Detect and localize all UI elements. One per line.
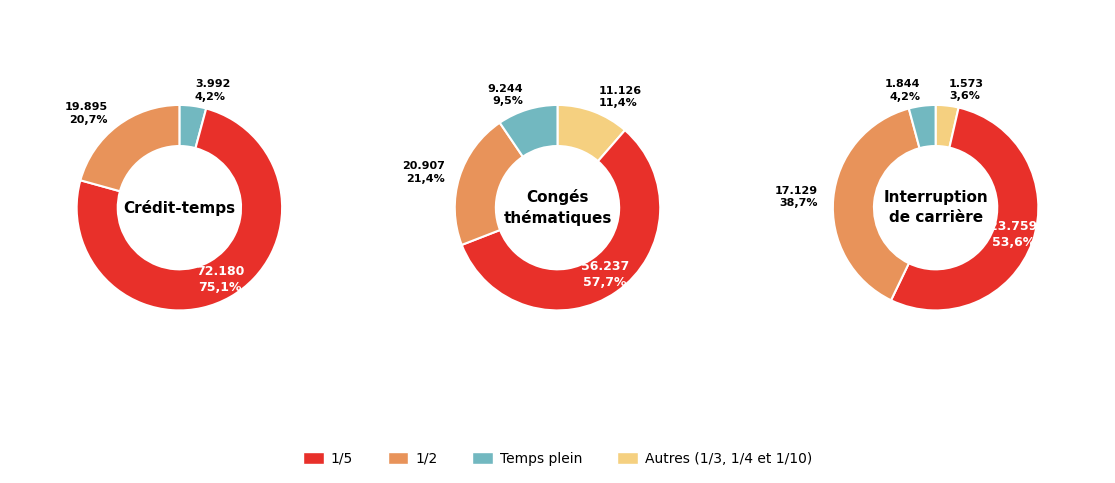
Text: 1.573
3,6%: 1.573 3,6% (949, 79, 983, 101)
Wedge shape (77, 109, 282, 311)
Text: 56.237
57,7%: 56.237 57,7% (581, 260, 629, 289)
Wedge shape (558, 105, 626, 161)
Wedge shape (462, 130, 660, 311)
Wedge shape (80, 105, 180, 191)
Text: 72.180
75,1%: 72.180 75,1% (196, 265, 244, 294)
Wedge shape (891, 108, 1038, 311)
Wedge shape (833, 109, 920, 300)
Text: 9.244
9,5%: 9.244 9,5% (487, 84, 523, 106)
Text: Congés
thématiques: Congés thématiques (503, 189, 612, 227)
Text: 19.895
20,7%: 19.895 20,7% (65, 102, 108, 125)
Wedge shape (180, 105, 206, 148)
Legend: 1/5, 1/2, Temps plein, Autres (1/3, 1/4 et 1/10): 1/5, 1/2, Temps plein, Autres (1/3, 1/4 … (298, 446, 817, 471)
Text: 3.992
4,2%: 3.992 4,2% (195, 79, 231, 102)
Wedge shape (909, 105, 935, 148)
Wedge shape (935, 105, 959, 148)
Text: 1.844
4,2%: 1.844 4,2% (884, 79, 920, 102)
Text: 11.126
11,4%: 11.126 11,4% (599, 86, 642, 108)
Text: 23.759
53,6%: 23.759 53,6% (989, 220, 1037, 249)
Wedge shape (455, 123, 523, 245)
Text: 17.129
38,7%: 17.129 38,7% (775, 185, 818, 208)
Text: Crédit-temps: Crédit-temps (124, 199, 235, 216)
Wedge shape (500, 105, 558, 156)
Text: Interruption
de carrière: Interruption de carrière (883, 190, 988, 225)
Text: 20.907
21,4%: 20.907 21,4% (401, 161, 445, 184)
